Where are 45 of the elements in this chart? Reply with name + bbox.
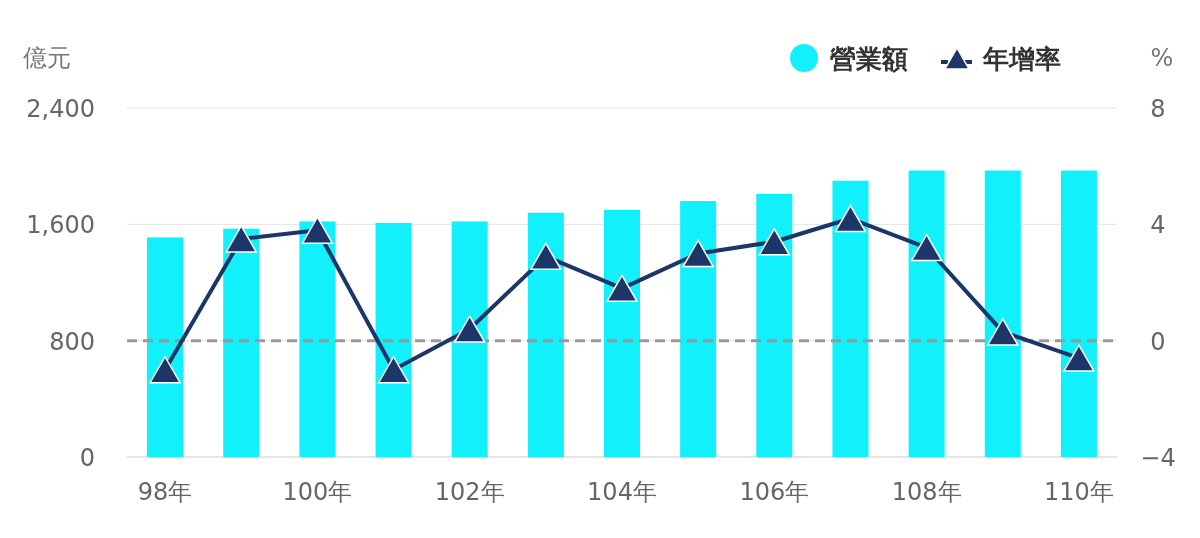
point — [606, 274, 638, 303]
legend-label: 營業額 — [830, 44, 908, 74]
bar — [451, 221, 488, 457]
y2-axis-title: % — [1150, 44, 1174, 72]
point — [377, 356, 410, 384]
point — [910, 233, 943, 262]
y2-tick-label: 0 — [1150, 327, 1166, 356]
point — [758, 228, 791, 256]
x-tick-label: 100年 — [282, 478, 353, 506]
point — [1063, 344, 1095, 372]
legend-label: 年增率 — [982, 44, 1061, 74]
bar — [908, 170, 945, 457]
bar — [984, 170, 1021, 457]
bar — [1060, 170, 1097, 457]
bar — [527, 212, 564, 457]
y2-tick-label: 4 — [1150, 211, 1166, 240]
bar — [756, 193, 793, 457]
y-axis-title: 億元 — [23, 44, 71, 72]
point — [453, 315, 486, 343]
y-tick-label: 1,600 — [26, 211, 95, 240]
x-tick-label: 108年 — [891, 478, 962, 506]
y2-tick-label: −4 — [1140, 444, 1176, 472]
point — [149, 356, 181, 384]
point — [301, 216, 334, 244]
x-tick-label: 110年 — [1044, 478, 1114, 506]
x-tick-label: 106年 — [739, 478, 810, 506]
x-tick-label: 98年 — [137, 478, 193, 506]
point — [530, 242, 562, 271]
y-tick-label: 0 — [79, 444, 95, 472]
bar — [680, 201, 717, 457]
bar — [299, 221, 336, 457]
bar — [223, 228, 260, 457]
point — [987, 318, 1019, 346]
bar — [147, 237, 184, 457]
y2-tick-label: 8 — [1150, 95, 1166, 123]
point — [225, 225, 257, 253]
y-tick-label: 800 — [49, 327, 95, 356]
point — [834, 204, 867, 233]
x-tick-label: 104年 — [587, 478, 657, 506]
point — [682, 239, 714, 268]
bar — [832, 180, 869, 457]
bar — [375, 222, 412, 457]
x-tick-label: 102年 — [434, 478, 505, 506]
bar — [604, 209, 640, 457]
y-tick-label: 2,400 — [26, 95, 95, 123]
